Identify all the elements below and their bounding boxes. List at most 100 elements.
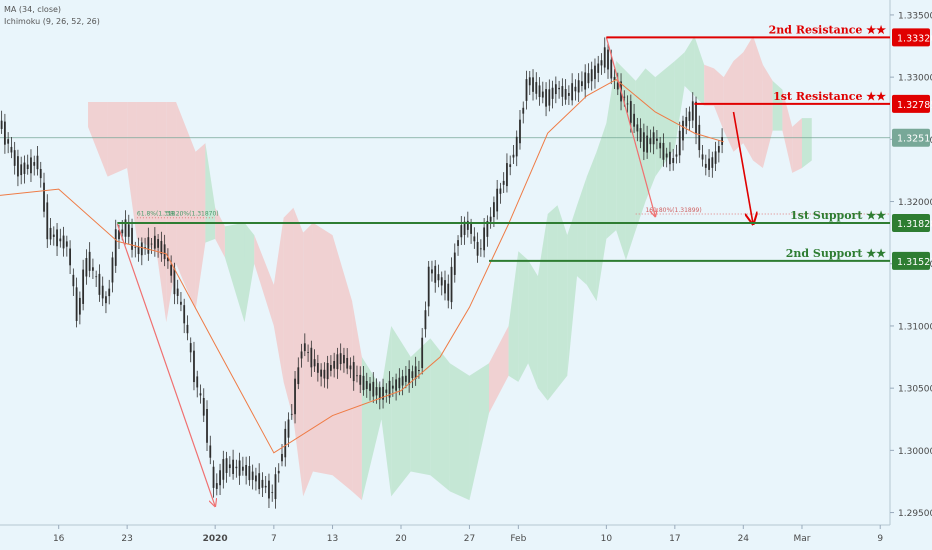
candle-body — [30, 157, 32, 174]
candle — [421, 327, 424, 375]
candle-body — [388, 380, 391, 398]
candle — [228, 456, 231, 477]
candle-body — [206, 409, 208, 443]
candle — [708, 149, 710, 178]
candle — [352, 355, 355, 391]
candle-body — [124, 219, 127, 237]
candle-body — [271, 492, 274, 494]
candle — [241, 456, 244, 476]
candle — [538, 77, 541, 106]
candle — [212, 460, 215, 498]
candle — [567, 85, 570, 105]
candle-body — [587, 73, 590, 84]
candle-body — [470, 223, 472, 234]
candle — [147, 227, 150, 261]
indicator-label-ma[interactable]: MA (34, close) — [4, 5, 62, 14]
candle-body — [453, 252, 456, 275]
candle-body — [255, 475, 257, 482]
candle — [564, 79, 567, 105]
candle — [268, 473, 270, 508]
candle-body — [72, 274, 75, 287]
candle-body — [186, 324, 189, 334]
candle — [581, 71, 583, 92]
candle — [13, 141, 16, 175]
candle-body — [241, 466, 244, 471]
candle-body — [3, 121, 6, 145]
candle — [382, 378, 384, 409]
candle — [180, 292, 182, 312]
ichimoku-cloud-segment — [704, 64, 714, 106]
candle-body — [509, 164, 512, 168]
ichimoku-cloud-segment — [616, 60, 626, 261]
candle-body — [336, 354, 339, 370]
ichimoku-cloud-segment — [381, 325, 392, 497]
candle-body — [584, 72, 587, 90]
candle-body — [662, 142, 665, 160]
candle-body — [46, 202, 49, 240]
x-tick-label: Mar — [793, 534, 810, 544]
ichimoku-cloud-segment — [273, 217, 284, 382]
candle-body — [176, 288, 179, 296]
candle — [105, 291, 107, 314]
candle — [577, 73, 580, 102]
candle — [714, 141, 717, 171]
ichimoku-cloud-segment — [635, 68, 646, 231]
candle — [75, 277, 78, 328]
candle — [131, 218, 133, 258]
candle — [493, 196, 495, 227]
candle-body — [375, 387, 378, 396]
candle — [0, 110, 3, 134]
candle — [369, 376, 371, 401]
candle-body — [225, 458, 228, 473]
candle-body — [489, 216, 492, 222]
candle — [43, 172, 45, 218]
candle-body — [170, 264, 173, 276]
candle-body — [538, 85, 541, 98]
candle — [170, 255, 173, 283]
candle — [238, 452, 241, 485]
candle — [261, 472, 264, 497]
candle — [450, 257, 453, 310]
candle-body — [385, 389, 388, 393]
candle-body — [581, 81, 583, 87]
fib-label: 161.80%(1.31899) — [645, 207, 701, 214]
candle — [479, 239, 482, 257]
ichimoku-cloud-segment — [254, 235, 274, 326]
candle-body — [294, 378, 296, 415]
candle-body — [92, 267, 94, 271]
ichimoku-cloud-segment — [577, 176, 587, 285]
candle — [678, 121, 681, 164]
candle — [274, 467, 277, 509]
candle — [88, 242, 91, 278]
fib-label: 61.8%(1.318... — [137, 211, 181, 218]
candle — [590, 61, 593, 91]
price-tag — [892, 251, 930, 270]
candle-body — [251, 471, 254, 480]
candle-body — [499, 188, 502, 194]
candle-body — [199, 393, 202, 396]
candle — [150, 237, 153, 254]
candle — [541, 81, 544, 104]
candle-body — [127, 224, 130, 237]
candle-body — [303, 343, 306, 352]
candle — [424, 301, 427, 338]
candle — [395, 373, 397, 401]
candle-body — [277, 470, 280, 474]
candle-body — [245, 464, 248, 476]
candle-body — [111, 257, 114, 283]
candle — [447, 274, 450, 309]
candle — [603, 37, 606, 74]
ichimoku-cloud-segment — [528, 260, 538, 389]
candle — [528, 70, 531, 96]
indicator-label-ichimoku[interactable]: Ichimoku (9, 26, 52, 26) — [4, 17, 100, 26]
candle — [62, 226, 65, 257]
candle-body — [450, 266, 453, 303]
candle — [225, 451, 228, 483]
candle-body — [193, 350, 195, 383]
price-tag-label: 1.31523 — [897, 257, 932, 268]
y-tick-label: 1.31000 — [898, 322, 932, 332]
candle — [675, 144, 678, 164]
candle — [535, 72, 538, 100]
